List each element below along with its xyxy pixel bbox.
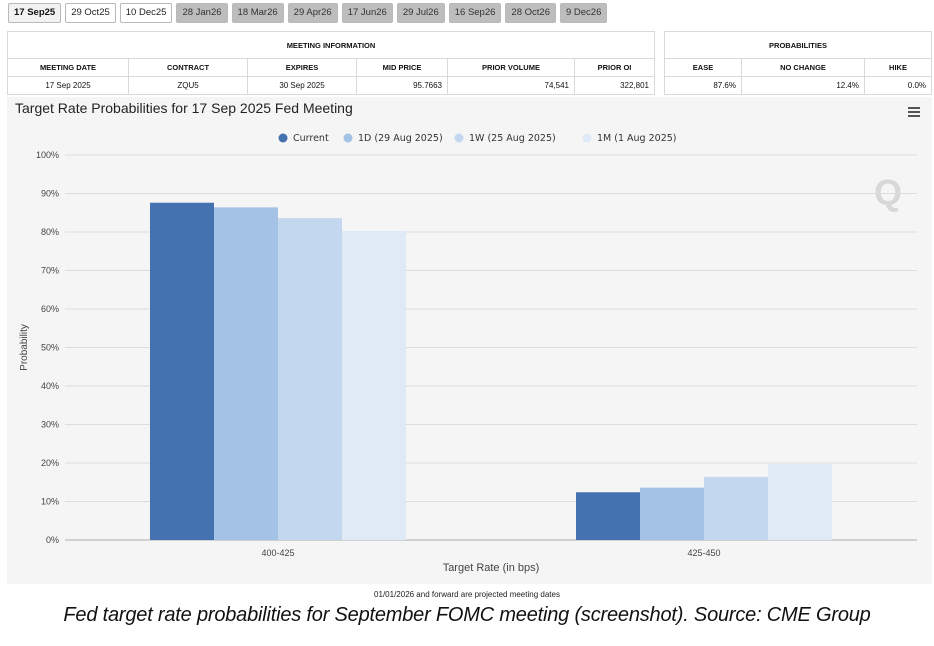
bar-400-425-2[interactable] xyxy=(214,207,278,541)
bar-chart: Q 0% 10% 20% 30% 40% 50% 60% 70% 80% 90% 100% 400-42… xyxy=(19,133,917,574)
caption: Fed target rate probabilities for Septem… xyxy=(63,604,871,626)
col-ease: EASE xyxy=(664,58,742,77)
bar-400-425-1[interactable] xyxy=(150,202,214,540)
meeting-tab[interactable]: 17 Sep25 xyxy=(8,3,62,23)
y-tick-label: 100% xyxy=(36,150,59,160)
menu-icon[interactable] xyxy=(908,107,920,117)
hike-cell: 0.0% xyxy=(864,76,932,95)
y-tick-label: 40% xyxy=(41,381,59,391)
meeting-tab[interactable]: 18 Mar26 xyxy=(231,3,284,23)
meeting-info-title: MEETING INFORMATION xyxy=(7,31,655,59)
col-contract: CONTRACT xyxy=(128,58,248,77)
table-row: 87.6% 12.4% 0.0% xyxy=(664,76,932,95)
meeting-tab[interactable]: 10 Dec25 xyxy=(119,3,173,23)
y-tick-label: 10% xyxy=(41,497,59,507)
x-axis-title: Target Rate (in bps) xyxy=(443,562,540,574)
meeting-date-cell: 17 Sep 2025 xyxy=(7,76,129,95)
expires-cell: 30 Sep 2025 xyxy=(247,76,357,95)
x-tick-label: 425-450 xyxy=(687,548,720,558)
col-expires: EXPIRES xyxy=(247,58,357,77)
y-tick-label: 50% xyxy=(41,343,59,353)
probabilities-title: PROBABILITIES xyxy=(664,31,932,59)
x-tick-label: 400-425 xyxy=(261,548,294,558)
y-tick-label: 20% xyxy=(41,458,59,468)
chart-panel: Q 0% 10% 20% 30% 40% 50% 60% 70% 80% 90% 100% 400-42… xyxy=(7,97,932,584)
contract-cell: ZQU5 xyxy=(128,76,248,95)
meeting-information-table: MEETING INFORMATION MEETING DATE CONTRAC… xyxy=(7,31,655,95)
no-change-cell: 12.4% xyxy=(741,76,865,95)
bar-425-450-3[interactable] xyxy=(704,476,768,540)
table-row: 17 Sep 2025 ZQU5 30 Sep 2025 95.7663 74,… xyxy=(7,76,655,95)
y-tick-label: 90% xyxy=(41,189,59,199)
meeting-tabs: 17 Sep25 29 Oct25 10 Dec25 28 Jan26 18 Mar26… xyxy=(8,3,608,23)
y-tick-label: 60% xyxy=(41,304,59,314)
col-prior-oi: PRIOR OI xyxy=(574,58,655,77)
legend-label: 1W (25 Aug 2025) xyxy=(469,133,556,144)
meeting-tab[interactable]: 17 Jun26 xyxy=(341,3,393,23)
bar-425-450-1[interactable] xyxy=(576,492,640,540)
meeting-tab[interactable]: 9 Dec26 xyxy=(559,3,608,23)
legend-swatch xyxy=(454,133,464,143)
meeting-tab[interactable]: 29 Jul26 xyxy=(396,3,445,23)
bar-400-425-3[interactable] xyxy=(278,218,342,540)
col-meeting-date: MEETING DATE xyxy=(7,58,129,77)
y-tick-label: 80% xyxy=(41,227,59,237)
ease-cell: 87.6% xyxy=(664,76,742,95)
legend-item[interactable]: Current xyxy=(278,133,329,144)
prior-volume-cell: 74,541 xyxy=(447,76,575,95)
legend-swatch xyxy=(343,133,353,143)
legend-label: 1M (1 Aug 2025) xyxy=(597,133,676,144)
legend-label: Current xyxy=(293,133,329,144)
bar-425-450-2[interactable] xyxy=(640,487,704,540)
col-prior-volume: PRIOR VOLUME xyxy=(447,58,575,77)
meeting-tab[interactable]: 29 Oct25 xyxy=(65,3,116,23)
legend-item[interactable]: 1M (1 Aug 2025) xyxy=(582,133,677,144)
col-hike: HIKE xyxy=(864,58,932,77)
meeting-tab[interactable]: 28 Oct26 xyxy=(505,3,556,23)
prior-oi-cell: 322,801 xyxy=(574,76,655,95)
meeting-tab[interactable]: 16 Sep26 xyxy=(448,3,502,23)
legend-item[interactable]: 1D (29 Aug 2025) xyxy=(343,133,443,144)
legend-item[interactable]: 1W (25 Aug 2025) xyxy=(454,133,556,144)
footnote: 01/01/2026 and forward are projected mee… xyxy=(374,590,560,599)
probabilities-table: PROBABILITIES EASE NO CHANGE HIKE 87.6% … xyxy=(664,31,932,95)
bar-400-425-4[interactable] xyxy=(342,230,406,540)
mid-price-cell: 95.7663 xyxy=(356,76,448,95)
col-mid-price: MID PRICE xyxy=(356,58,448,77)
q-logo-watermark: Q xyxy=(874,172,902,213)
col-no-change: NO CHANGE xyxy=(741,58,865,77)
chart-title: Target Rate Probabilities for 17 Sep 202… xyxy=(15,100,353,116)
y-tick-label: 30% xyxy=(41,420,59,430)
meeting-tab[interactable]: 29 Apr26 xyxy=(287,3,338,23)
legend-swatch xyxy=(582,133,592,143)
y-tick-label: 0% xyxy=(46,535,59,545)
legend-swatch xyxy=(278,133,288,143)
y-axis-title: Probability xyxy=(19,324,30,371)
meeting-tab[interactable]: 28 Jan26 xyxy=(176,3,228,23)
legend-label: 1D (29 Aug 2025) xyxy=(358,133,443,144)
y-tick-label: 70% xyxy=(41,266,59,276)
bar-425-450-4[interactable] xyxy=(768,464,832,540)
